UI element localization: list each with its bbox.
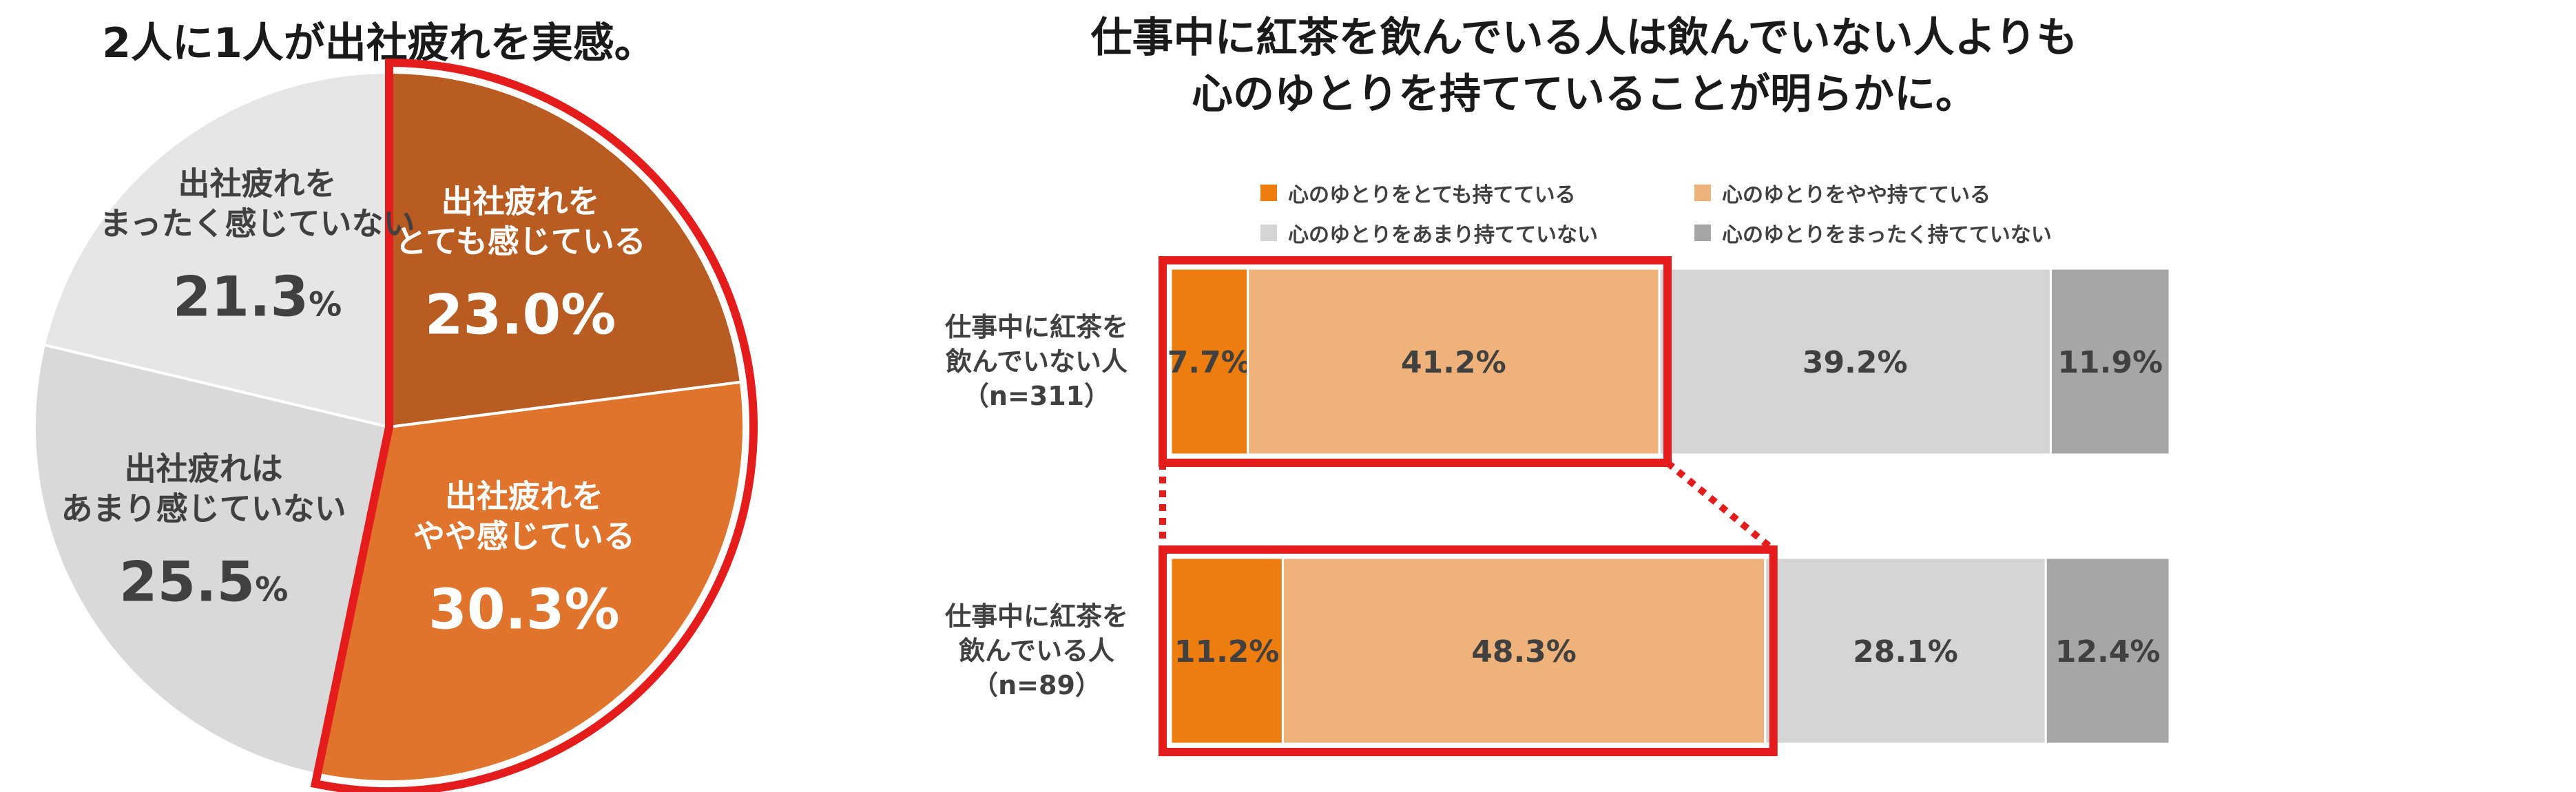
pie-slice-1-label-line-2: とても感じている: [395, 223, 645, 260]
legend-swatch-1: [1260, 185, 1277, 201]
pie-slice-4-value: 21.3%: [173, 265, 342, 329]
bar-row-1-label-line-3: （n=311）: [962, 381, 1111, 411]
bar-row-1-highlight: [1159, 256, 1672, 467]
legend-label-3: 心のゆとりをあまり持てていない: [1288, 223, 1598, 247]
pie-slice-4-label-line-1: 出社疲れを: [178, 165, 336, 202]
legend-label-1: 心のゆとりをとても持てている: [1288, 183, 1576, 207]
pie-slice-2-label-line-1: 出社疲れを: [445, 478, 603, 515]
bar-row-2-highlight: [1159, 545, 1778, 756]
pie-slice-4-label-line-2: まったく感じていない: [99, 205, 415, 242]
bar-row-2-label-line-3: （n=89）: [972, 670, 1101, 700]
bar-row-1-label: 仕事中に紅茶を 飲んでいない人 （n=311）: [923, 310, 1150, 413]
legend-swatch-4: [1694, 225, 1711, 241]
bar-row-1-segment-2: [1247, 267, 1661, 456]
bar-row-2-segment-2: [1281, 556, 1767, 745]
bar-row-1-label-line-1: 仕事中に紅茶を: [944, 312, 1128, 342]
pie-chart-title: 2人に1人が出社疲れを実感。: [102, 19, 656, 67]
bar-row-1-segment-1-label: 7.7%: [1167, 345, 1251, 380]
pie-slice-3: [33, 343, 391, 776]
bar-row-2-segment-4-label: 12.4%: [2055, 634, 2161, 669]
pie-slice-2: [315, 380, 745, 783]
bar-row-2-segment-2-label: 48.3%: [1471, 634, 1577, 669]
legend-label-2: 心のゆとりをやや持てている: [1722, 183, 1991, 207]
bar-row-1-segment-2-label: 41.2%: [1401, 345, 1506, 380]
pie-slice-3-label-line-1: 出社疲れは: [125, 450, 283, 487]
pie-slice-2-label-line-2: やや感じている: [413, 518, 635, 555]
bar-row-2-label-line-2: 飲んでいる人: [958, 636, 1115, 666]
legend-item-4: 心のゆとりをまったく持てていない: [1694, 218, 2052, 248]
bar-row-2-segment-3-label: 28.1%: [1853, 634, 1958, 669]
legend-label-4: 心のゆとりをまったく持てていない: [1722, 223, 2052, 247]
bar-row-1-segment-3: [1658, 267, 2052, 456]
bar-row-2-segment-4: [2044, 556, 2171, 745]
pie-highlight-outline: [310, 58, 758, 792]
pie-slice-3-label-line-2: あまり感じていない: [61, 490, 346, 527]
legend-item-1: 心のゆとりをとても持てている: [1260, 178, 1576, 208]
bar-row-1-segment-1: [1170, 267, 1249, 456]
bar-row-2-label-line-1: 仕事中に紅茶を: [944, 601, 1128, 632]
legend-swatch-3: [1260, 225, 1277, 241]
bar-chart-title: 仕事中に紅茶を飲んでいる人は飲んでいない人よりも 心のゆとりを持てていることが明…: [999, 10, 2170, 123]
pie-slice-3-value: 25.5%: [119, 550, 288, 614]
bar-row-1-label-line-2: 飲んでいない人: [945, 346, 1128, 377]
bar-row-2-segment-1-label: 11.2%: [1174, 634, 1280, 669]
bar-chart-title-line-1: 仕事中に紅茶を飲んでいる人は飲んでいない人よりも: [1090, 14, 2078, 62]
legend-swatch-2: [1694, 185, 1711, 201]
pie-slice-4: [42, 70, 391, 429]
bar-row-2-segment-1: [1170, 556, 1284, 745]
bar-row-1-segment-4-label: 11.9%: [2057, 345, 2163, 380]
bar-row-1-segment-3-label: 39.2%: [1803, 345, 1908, 380]
pie-slice-1: [388, 70, 743, 429]
legend-item-3: 心のゆとりをあまり持てていない: [1260, 218, 1598, 248]
pie-slice-1-value: 23.0%: [425, 283, 616, 347]
pie-chart: 出社疲れをとても感じている23.0%出社疲れをやや感じている30.3%出社疲れは…: [33, 58, 758, 792]
pie-slice-2-value: 30.3%: [428, 578, 620, 642]
legend-item-2: 心のゆとりをやや持てている: [1694, 178, 1991, 208]
bar-chart-title-line-2: 心のゆとりを持てていることが明らかに。: [1192, 70, 1977, 118]
bar-row-2-segment-3: [1764, 556, 2047, 745]
bar-row-2-label: 仕事中に紅茶を 飲んでいる人 （n=89）: [923, 599, 1150, 702]
highlight-connector-right: [1665, 460, 1776, 552]
bar-row-1-segment-4: [2049, 267, 2171, 456]
pie-slice-1-label-line-1: 出社疲れを: [442, 183, 600, 220]
